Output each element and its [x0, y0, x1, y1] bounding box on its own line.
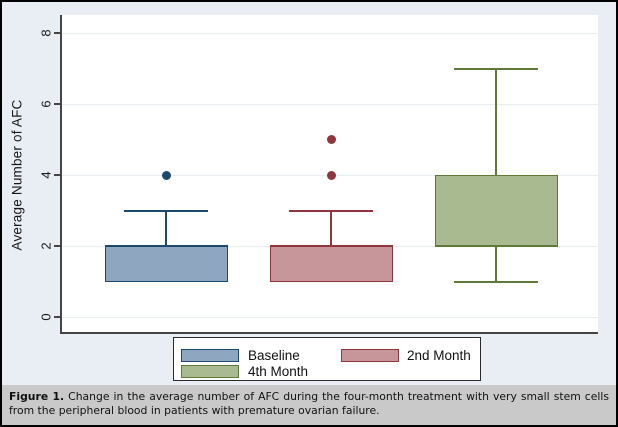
figure-caption-text: Change in the average number of AFC duri…: [9, 390, 609, 418]
y-axis-tick: [54, 174, 60, 176]
chart-region: Average Number of AFC Baseline 2nd Month…: [2, 2, 616, 385]
boxplot-median: [104, 244, 228, 248]
legend-swatch-2nd-month: [341, 349, 399, 362]
legend: Baseline 2nd Month 4th Month: [173, 337, 481, 381]
legend-label-4th-month: 4th Month: [248, 364, 309, 379]
y-axis-tick-label: 2: [38, 242, 54, 250]
y-axis-tick: [54, 245, 60, 247]
y-axis-tick-label: 0: [38, 313, 54, 321]
plot-area: [60, 15, 598, 334]
figure-caption-label: Figure 1.: [9, 390, 65, 403]
legend-label-2nd-month: 2nd Month: [407, 348, 471, 363]
y-axis-tick-label: 4: [38, 171, 54, 179]
gridline: [62, 32, 598, 34]
whisker-upper: [330, 210, 332, 246]
y-axis-tick: [54, 316, 60, 318]
y-axis-tick-label: 8: [38, 29, 54, 37]
boxplot-box: [269, 246, 393, 282]
boxplot-box: [434, 175, 558, 246]
whisker-upper: [165, 210, 167, 246]
legend-label-baseline: Baseline: [248, 348, 300, 363]
y-axis-tick: [54, 32, 60, 34]
outlier-dot: [326, 135, 336, 144]
whisker-lower-cap: [454, 280, 538, 283]
outlier-dot: [326, 170, 336, 180]
boxplot-median: [434, 244, 558, 248]
whisker-upper-cap: [124, 209, 208, 212]
whisker-upper-cap: [289, 209, 373, 212]
y-axis-tick-label: 6: [38, 100, 54, 108]
boxplot-box: [104, 246, 228, 282]
y-axis-tick: [54, 103, 60, 105]
whisker-upper: [495, 68, 497, 175]
y-axis-title: Average Number of AFC: [9, 99, 25, 251]
gridline: [62, 103, 598, 105]
outlier-dot: [161, 170, 171, 180]
boxplot-median: [269, 244, 393, 248]
figure-caption: Figure 1. Change in the average number o…: [2, 385, 616, 425]
gridline: [62, 316, 598, 318]
legend-swatch-baseline: [181, 349, 239, 362]
legend-swatch-4th-month: [181, 365, 239, 378]
whisker-lower: [495, 246, 497, 282]
whisker-upper-cap: [454, 67, 538, 70]
